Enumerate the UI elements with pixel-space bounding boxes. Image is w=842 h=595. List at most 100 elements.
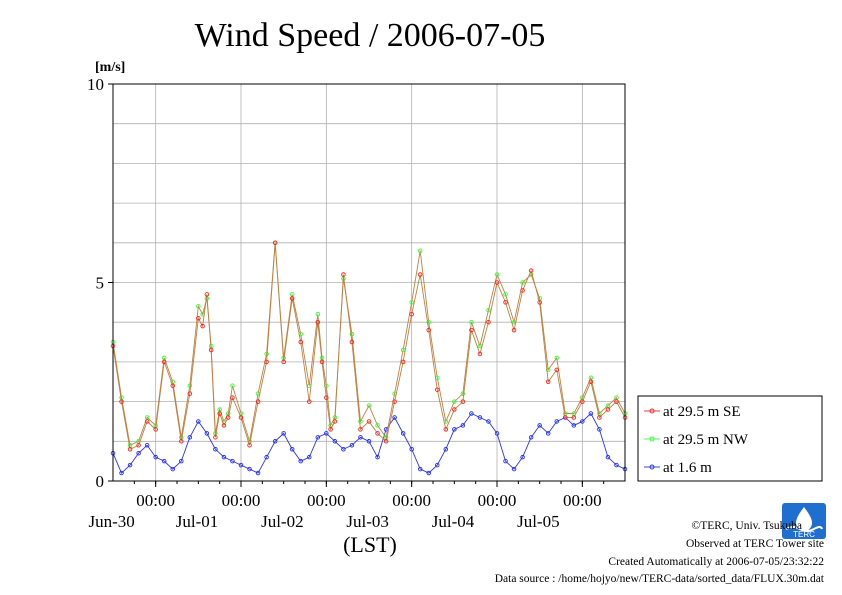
- series-point: [520, 454, 525, 460]
- series-point: [443, 427, 449, 432]
- series-point: [580, 399, 585, 404]
- series-point: [238, 462, 244, 468]
- series-point: [614, 462, 619, 468]
- series-point: [255, 470, 261, 476]
- x-tick-date-label: Jul-03: [346, 512, 389, 531]
- series-point: [409, 312, 414, 317]
- series-point: [503, 300, 508, 305]
- series-point: [196, 419, 201, 424]
- series-point: [200, 323, 205, 329]
- series-point: [563, 415, 568, 420]
- series-point: [452, 427, 457, 432]
- series-point: [315, 319, 321, 325]
- series-point: [511, 466, 517, 472]
- series-point: [281, 431, 286, 436]
- series-line: [112, 242, 626, 450]
- series-point: [435, 462, 440, 468]
- series-point: [127, 462, 133, 468]
- series-point: [264, 454, 269, 460]
- series-point: [272, 439, 278, 444]
- series-point: [597, 427, 602, 432]
- series-point: [554, 367, 559, 373]
- y-tick-label: 10: [87, 75, 104, 94]
- series-point: [477, 351, 483, 357]
- series-point: [605, 407, 611, 412]
- series-point: [289, 446, 295, 452]
- legend: at 29.5 m SE at 29.5 m NW at 1.6 m: [637, 395, 823, 482]
- series-point: [443, 446, 449, 452]
- series-point: [324, 431, 329, 436]
- series-point: [503, 458, 508, 464]
- series-point: [366, 439, 372, 444]
- series-point: [511, 327, 517, 333]
- series-point: [417, 248, 423, 253]
- logo-text: TERC: [793, 530, 815, 539]
- x-tick-time-label: 00:00: [307, 491, 346, 510]
- series-point: [136, 443, 141, 448]
- series-point: [588, 411, 594, 416]
- series-point: [366, 403, 372, 408]
- series-point: [528, 435, 534, 440]
- series-point: [208, 347, 214, 353]
- series-point: [571, 423, 577, 428]
- series-point: [614, 399, 619, 404]
- legend-label: at 29.5 m SE: [663, 404, 741, 420]
- series-point: [179, 439, 184, 444]
- series-point: [520, 288, 525, 293]
- series-line: [112, 412, 626, 474]
- series-point: [520, 280, 525, 285]
- data-series: [110, 240, 628, 476]
- x-tick-time-label: 00:00: [222, 491, 261, 510]
- plot-frame: [112, 83, 626, 482]
- series-point: [469, 411, 474, 416]
- series-point: [545, 367, 551, 373]
- series-point: [170, 466, 175, 472]
- series-point: [435, 387, 440, 392]
- series-point: [272, 240, 278, 246]
- legend-box: [637, 395, 823, 482]
- series-point: [375, 431, 380, 436]
- series-point: [554, 355, 559, 361]
- series-point: [119, 470, 124, 476]
- series-line: [112, 242, 626, 446]
- series-point: [196, 304, 201, 309]
- series-point: [119, 399, 124, 404]
- series-point: [204, 431, 210, 436]
- series-point: [452, 399, 457, 404]
- series-point: [358, 427, 363, 432]
- x-tick-date-label: Jul-04: [432, 512, 475, 531]
- series-point: [597, 415, 602, 420]
- series-point: [349, 339, 355, 345]
- series-point: [528, 268, 534, 273]
- series-point: [349, 331, 355, 337]
- series-point: [426, 319, 431, 325]
- series-point: [477, 415, 483, 420]
- series-point: [452, 407, 457, 412]
- series-point: [580, 419, 585, 424]
- x-tick-date-label: Jul-02: [261, 512, 304, 531]
- series-point: [230, 395, 235, 400]
- chart-title: Wind Speed / 2006-07-05: [195, 17, 546, 54]
- series-point: [196, 315, 201, 321]
- series-point: [170, 383, 175, 388]
- series-point: [161, 359, 167, 365]
- x-tick-time-label: 00:00: [392, 491, 431, 510]
- series-point: [127, 446, 133, 452]
- x-tick-time-label: 00:00: [136, 491, 175, 510]
- series-point: [247, 466, 252, 472]
- legend-label: at 1.6 m: [663, 460, 712, 476]
- series-point: [264, 359, 269, 365]
- series-point: [554, 419, 559, 424]
- series-point: [332, 419, 338, 424]
- series-point: [392, 399, 397, 404]
- series-point: [375, 423, 380, 428]
- series-point: [315, 312, 321, 317]
- series-point: [494, 431, 500, 436]
- series-point: [409, 300, 414, 305]
- series-point: [358, 419, 363, 424]
- series-point: [605, 454, 611, 460]
- series-point: [486, 308, 491, 313]
- series-point: [289, 296, 295, 301]
- series-point: [179, 458, 184, 464]
